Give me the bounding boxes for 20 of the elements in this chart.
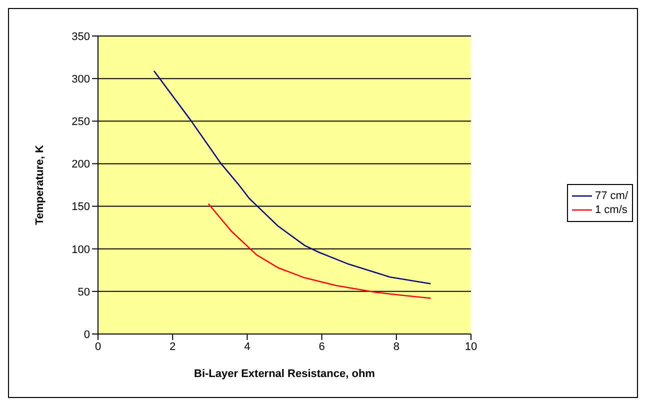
y-tick-label: 250 [72,116,90,128]
legend-label: 77 cm/ [594,190,628,202]
line-series [208,203,432,299]
y-tick-label: 300 [72,73,90,86]
x-tick-label: 0 [94,340,102,353]
x-tick-label: 8 [393,340,400,353]
y-tick-label: 200 [72,158,90,171]
line-series [153,70,432,284]
legend-label: 1 cm/s [594,204,628,216]
x-tick-label: 10 [464,340,478,353]
y-axis-title: Temperature, K [34,145,46,225]
y-tick-label: 350 [72,30,90,43]
x-axis-title: Bi-Layer External Resistance, ohm [194,368,376,380]
x-tick-label: 2 [170,340,176,353]
y-tick-label: 50 [78,286,90,298]
x-tick-label: 6 [318,340,325,353]
x-tick-label: 4 [244,340,250,353]
y-tick-label: 150 [72,201,90,214]
y-tick-label: 0 [84,328,90,341]
y-tick-label: 100 [72,244,90,256]
